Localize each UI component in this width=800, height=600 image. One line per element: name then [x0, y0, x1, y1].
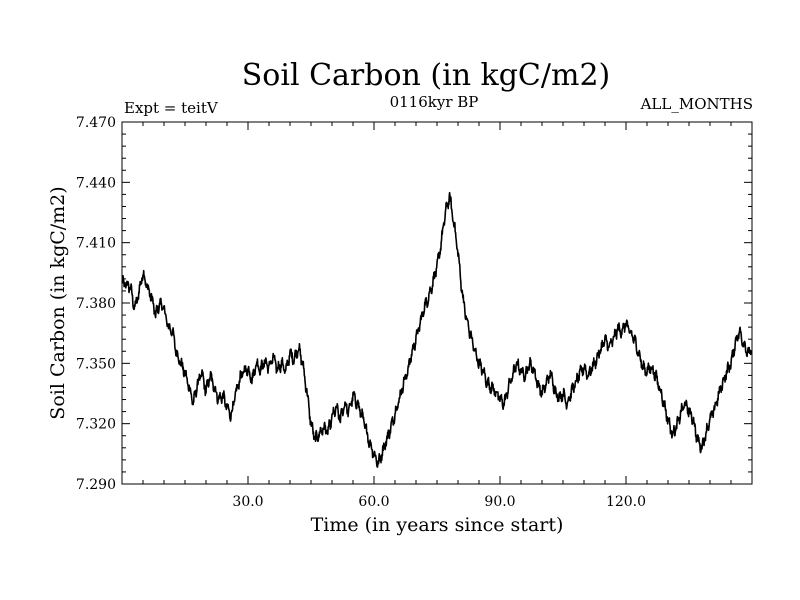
y-tick-label: 7.320 [76, 417, 116, 433]
x-tick-label: 120.0 [606, 494, 646, 510]
chart-title: Soil Carbon (in kgC/m2) [242, 58, 610, 93]
plot-frame [121, 121, 753, 485]
y-axis-tick-labels: 7.290 7.320 7.350 7.380 7.410 7.440 7.470 [76, 115, 116, 493]
x-axis-ticks [142, 122, 732, 484]
y-axis-ticks [122, 133, 752, 473]
x-axis-label: Time (in years since start) [311, 514, 564, 536]
y-tick-label: 7.470 [76, 115, 116, 131]
y-tick-label: 7.350 [76, 356, 116, 372]
y-axis-label: Soil Carbon (in kgC/m2) [47, 186, 69, 419]
y-tick-label: 7.410 [76, 236, 116, 252]
x-tick-label: 90.0 [484, 494, 515, 510]
x-tick-label: 30.0 [232, 494, 263, 510]
experiment-label: Expt = teitV [124, 99, 219, 117]
y-tick-label: 7.290 [76, 477, 116, 493]
period-label: 0116kyr BP [390, 93, 479, 111]
months-label: ALL_MONTHS [640, 95, 753, 113]
x-axis-tick-labels: 30.0 60.0 90.0 120.0 [232, 494, 646, 510]
y-tick-label: 7.380 [76, 296, 116, 312]
y-tick-label: 7.440 [76, 175, 116, 191]
x-tick-label: 60.0 [358, 494, 389, 510]
soil-carbon-series-line [121, 191, 753, 468]
